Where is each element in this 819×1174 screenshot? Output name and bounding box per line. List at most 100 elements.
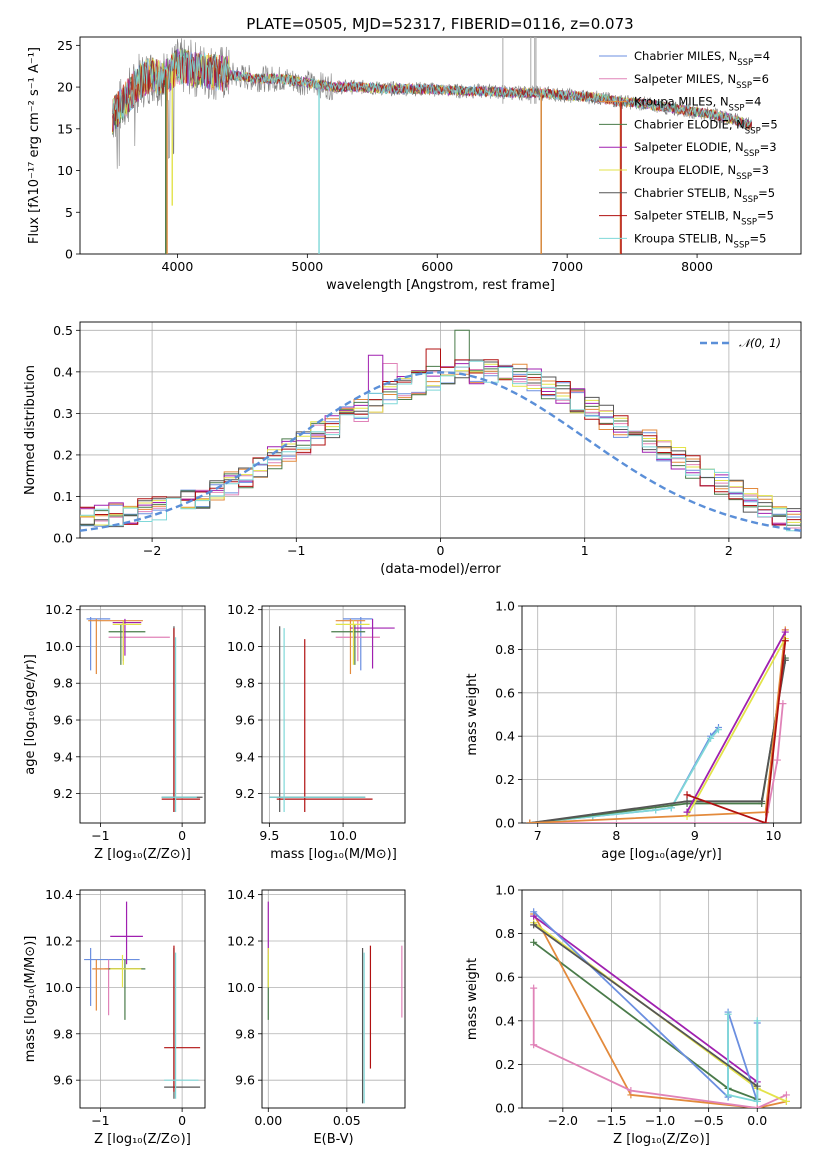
gaussian-reference-curve (80, 371, 801, 532)
legend-entry: Salpeter ELODIE, NSSP=3 (634, 140, 777, 159)
y-axis-label: mass weight (465, 673, 480, 755)
x-tick-label: −1 (91, 828, 109, 843)
legend-entry: Salpeter STELIB, NSSP=5 (634, 209, 774, 228)
legend-entry: Kroupa ELODIE, NSSP=3 (634, 163, 769, 182)
y-tick-label: 9.4 (235, 749, 255, 764)
y-tick-label: 9.8 (53, 676, 73, 691)
legend-entry: Chabrier MILES, NSSP=4 (634, 49, 770, 68)
mass-weight-marker (683, 791, 691, 799)
y-tick-label: 9.8 (235, 1026, 255, 1041)
mass-weight-marker (530, 984, 538, 992)
legend-entry: Kroupa MILES, NSSP=4 (634, 95, 761, 114)
mass-weight-marker (724, 1091, 732, 1099)
mass-weight-line (529, 657, 787, 823)
legend-entry: Salpeter MILES, NSSP=6 (634, 72, 769, 91)
x-tick-label: 0 (178, 828, 186, 843)
y-tick-label: 0.0 (495, 1101, 515, 1116)
x-tick-label: 5000 (291, 259, 323, 274)
x-axis-label: E(B-V) (313, 1132, 353, 1147)
legend-entry: Chabrier ELODIE, NSSP=5 (634, 117, 778, 136)
y-tick-label: 0.8 (495, 642, 515, 657)
mass-weight-line (686, 631, 787, 813)
plot-area-age-vs-mass (269, 617, 395, 812)
mass-weight-line (727, 1014, 759, 1103)
y-tick-label: 0.8 (495, 926, 515, 941)
mass-weight-marker (526, 819, 534, 823)
y-tick-label: 0.0 (53, 531, 73, 546)
plot-area-age-vs-Z (86, 617, 203, 812)
x-tick-label: 10 (766, 828, 782, 843)
plot-area-mass-vs-EBV (267, 901, 403, 1104)
x-axis-label: mass [log₁₀(M/M⊙)] (270, 847, 397, 862)
plot-area-residuals (80, 329, 801, 532)
mass-weight-marker (753, 1104, 761, 1108)
y-tick-label: 10.2 (45, 602, 73, 617)
y-tick-label: 10.4 (45, 887, 73, 902)
mass-weight-marker (724, 1010, 732, 1018)
figure-title: PLATE=0505, MJD=52317, FIBERID=0116, z=0… (246, 15, 633, 33)
axes-frame (521, 605, 802, 824)
y-tick-label: 9.8 (235, 676, 255, 691)
y-tick-label: 9.4 (53, 749, 73, 764)
model-spectrum-line (112, 50, 752, 128)
mass-weight-marker (753, 1082, 761, 1090)
mass-weight-line (686, 638, 787, 817)
y-tick-label: 0.3 (53, 406, 73, 421)
mass-weight-line (529, 729, 720, 823)
mass-weight-line (686, 640, 787, 823)
x-tick-label: 7 (534, 828, 542, 843)
y-tick-label: 1.0 (495, 599, 515, 614)
axes-frame (79, 321, 802, 539)
panel-weight-vs-age: 7 8 9 10 0.0 0.2 0.4 0.6 0.8 1.0 age [log₁₀(age/yr… (465, 599, 802, 862)
y-tick-label: 10.2 (227, 602, 255, 617)
y-tick-label: 0.4 (53, 364, 73, 379)
mass-weight-line (533, 924, 758, 1087)
mass-weight-marker (530, 921, 538, 929)
plot-area-mass-vs-Z (84, 901, 201, 1099)
axes-frame (79, 605, 206, 824)
y-tick-label: 10.0 (45, 639, 73, 654)
x-tick-label: 6000 (421, 259, 453, 274)
y-tick-label: 10.0 (227, 980, 255, 995)
y-tick-label: 9.6 (235, 1073, 255, 1088)
panel-spectrum: 4000 5000 6000 7000 8000 0 5 10 15 20 25 wavelength… (27, 36, 802, 293)
y-tick-label: 1.0 (495, 883, 515, 898)
y-tick-label: 9.2 (235, 786, 255, 801)
panel-mass-vs-Z: −1 0 9.6 9.8 10.0 10.2 10.4 Z [log₁₀(Z/Z⊙)] mass… (23, 887, 206, 1147)
panel-age-vs-Z: −1 0 9.2 9.4 9.6 9.8 10.0 10.2 Z [log₁₀(Z/Z⊙)] ag… (23, 602, 206, 862)
mass-weight-marker (707, 734, 715, 742)
legend-entry: 𝒩(0, 1) (739, 336, 781, 350)
y-axis-label: mass weight (465, 958, 480, 1040)
axes-frame (521, 889, 802, 1109)
axes-frame (79, 889, 206, 1109)
x-tick-label: 0 (178, 1113, 186, 1128)
residual-histogram (80, 348, 801, 526)
plot-area-spectrum (112, 37, 752, 254)
y-axis-label: Normed distribution (23, 365, 38, 495)
y-tick-label: 0.6 (495, 970, 515, 985)
mass-weight-marker (627, 1087, 635, 1095)
axes-frame (261, 889, 406, 1109)
y-tick-label: 0 (65, 247, 73, 262)
residual-histogram (80, 360, 801, 532)
mass-weight-marker (683, 808, 691, 816)
y-tick-label: 15 (57, 121, 73, 136)
y-tick-label: 9.6 (53, 1073, 73, 1088)
y-tick-label: 10.2 (45, 934, 73, 949)
y-tick-label: 0.0 (495, 816, 515, 831)
x-tick-label: 0.00 (254, 1113, 282, 1128)
y-axis-label: mass [log₁₀(M/M⊙)] (23, 936, 38, 1063)
panel-mass-vs-EBV: 0.00 0.05 9.6 9.8 10.0 10.2 10.4 E(B-V) (227, 887, 406, 1147)
x-axis-label: Z [log₁₀(Z/Z⊙)] (94, 1132, 191, 1147)
y-tick-label: 0.4 (495, 1013, 515, 1028)
panel-residuals: −2 −1 0 1 2 0.0 0.1 0.2 0.3 0.4 0.5 (data-model)/er… (23, 321, 802, 577)
mass-weight-marker (530, 1041, 538, 1049)
x-tick-label: 4000 (162, 259, 194, 274)
y-tick-label: 10.4 (227, 887, 255, 902)
y-axis-label: Flux [fλ10⁻¹⁷ erg cm⁻² s⁻¹ A⁻¹] (27, 47, 42, 244)
y-tick-label: 0.2 (495, 1057, 515, 1072)
mass-weight-line (529, 660, 787, 823)
mass-weight-marker (762, 819, 770, 823)
x-axis-label: Z [log₁₀(Z/Z⊙)] (613, 1132, 710, 1147)
